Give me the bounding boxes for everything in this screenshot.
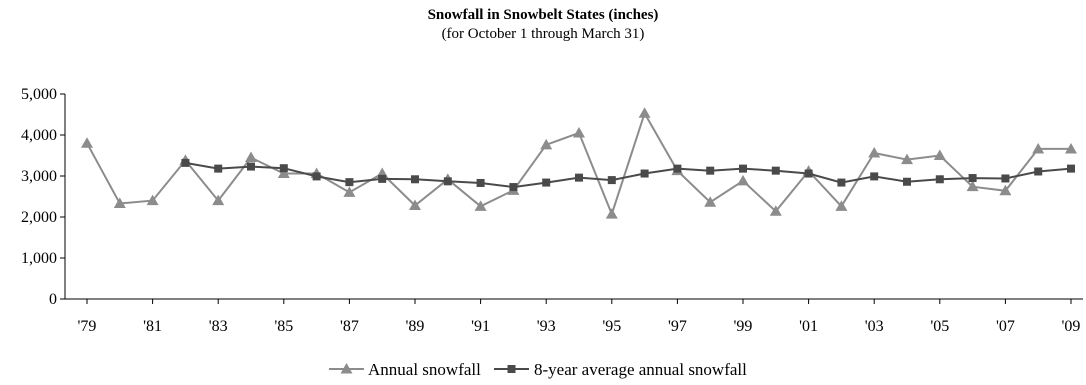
chart-subtitle: (for October 1 through March 31) xyxy=(442,26,645,42)
eight-year-average-point xyxy=(1067,164,1075,173)
annual-snowfall-point xyxy=(573,126,585,138)
x-tick-label: '83 xyxy=(209,318,228,335)
eight-year-average-point xyxy=(739,164,747,173)
eight-year-average-point xyxy=(279,164,288,173)
eight-year-average-point xyxy=(214,164,223,173)
legend-label-annual-snowfall: Annual snowfall xyxy=(368,360,481,379)
chart-title: Snowfall in Snowbelt States (inches) xyxy=(428,7,659,23)
annual-snowfall-point xyxy=(1065,142,1077,154)
eight-year-average-point xyxy=(181,158,190,167)
eight-year-average-point xyxy=(607,176,616,185)
x-tick-label: '09 xyxy=(1062,318,1081,335)
series-annual-snowfall xyxy=(81,107,1077,219)
annual-snowfall-point xyxy=(113,197,126,208)
x-tick-label: '01 xyxy=(799,318,818,335)
x-tick-label: '81 xyxy=(143,318,162,335)
annual-snowfall-point xyxy=(769,205,782,216)
eight-year-average-point xyxy=(247,162,255,171)
annual-snowfall-point xyxy=(835,200,848,211)
annual-snowfall-point xyxy=(966,180,979,192)
y-tick-label: 1,000 xyxy=(21,250,57,267)
eight-year-average-point xyxy=(411,175,419,184)
eight-year-average-point xyxy=(903,177,911,186)
annual-snowfall-point xyxy=(343,186,356,197)
x-tick-label: '99 xyxy=(734,318,753,335)
annual-snowfall-point xyxy=(81,137,93,148)
x-tick-label: '87 xyxy=(340,318,359,335)
y-tick-label: 4,000 xyxy=(21,127,57,144)
eight-year-average-point xyxy=(837,178,846,187)
annual-snowfall-point xyxy=(540,138,553,150)
legend-marker-annual-snowfall xyxy=(340,363,353,374)
legend-label-eight-year-average: 8-year average annual snowfall xyxy=(534,360,747,379)
legend: Annual snowfall 8-year average annual sno… xyxy=(329,360,747,379)
annual-snowfall-point xyxy=(999,184,1012,196)
eight-year-average-point xyxy=(575,173,583,182)
series-eight-year-average xyxy=(181,158,1075,192)
annual-snowfall-point xyxy=(277,167,290,179)
eight-year-average-point xyxy=(345,178,354,187)
x-tick-label: '89 xyxy=(406,318,425,335)
eight-year-average-point xyxy=(640,169,649,178)
annual-snowfall-point xyxy=(868,147,881,158)
annual-snowfall-point xyxy=(212,194,225,206)
eight-year-average-line xyxy=(185,161,1072,189)
annual-snowfall-point xyxy=(638,107,651,118)
annual-snowfall-point xyxy=(901,153,913,165)
annual-snowfall-point xyxy=(474,200,487,211)
x-tick-label: '85 xyxy=(274,318,293,335)
x-tick-label: '05 xyxy=(930,318,949,335)
x-tick-label: '79 xyxy=(78,318,97,335)
x-tick-label: '95 xyxy=(602,318,621,335)
y-tick-label: 0 xyxy=(49,291,57,308)
legend-marker-eight-year-average xyxy=(507,365,516,373)
eight-year-average-point xyxy=(509,183,518,192)
eight-year-average-point xyxy=(870,172,879,181)
eight-year-average-point xyxy=(542,178,551,187)
eight-year-average-point xyxy=(804,169,813,178)
annual-snowfall-point xyxy=(1032,142,1045,154)
annual-snowfall-point xyxy=(737,174,749,186)
annual-snowfall-point xyxy=(933,149,946,160)
x-tick-label: '91 xyxy=(471,318,490,335)
eight-year-average-point xyxy=(476,178,485,187)
eight-year-average-point xyxy=(312,172,321,181)
annual-snowfall-point xyxy=(605,208,618,219)
eight-year-average-point xyxy=(935,175,944,184)
eight-year-average-point xyxy=(1001,174,1010,183)
eight-year-average-point xyxy=(968,174,977,183)
axes: 0 1,000 2,000 3,000 4,000 5,000 '79 '81 '83 '85 '8… xyxy=(21,86,1083,335)
series-layer xyxy=(81,107,1077,219)
eight-year-average-point xyxy=(706,166,715,175)
x-tick-label: '97 xyxy=(668,318,687,335)
x-tick-label: '03 xyxy=(865,318,884,335)
x-tick-label: '93 xyxy=(537,318,556,335)
eight-year-average-point xyxy=(1034,167,1043,176)
annual-snowfall-point xyxy=(146,194,159,206)
eight-year-average-point xyxy=(443,177,452,186)
eight-year-average-point xyxy=(378,174,387,183)
annual-snowfall-point xyxy=(245,151,257,163)
y-tick-label: 5,000 xyxy=(21,86,57,103)
eight-year-average-point xyxy=(771,166,780,175)
annual-snowfall-point xyxy=(409,199,421,211)
y-tick-label: 2,000 xyxy=(21,209,57,226)
y-tick-label: 3,000 xyxy=(21,168,57,185)
eight-year-average-point xyxy=(673,164,682,173)
x-tick-label: '07 xyxy=(996,318,1015,335)
annual-snowfall-point xyxy=(704,196,717,207)
